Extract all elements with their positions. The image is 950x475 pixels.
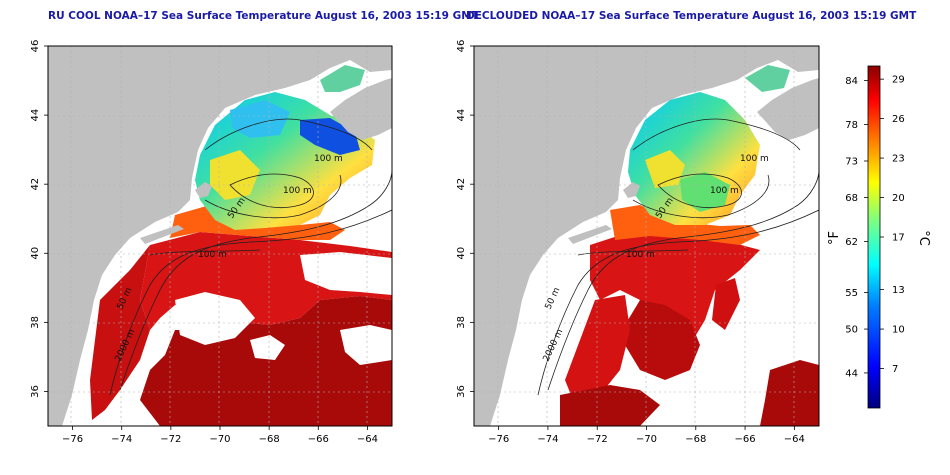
left-lat-tick-label: 38	[30, 316, 41, 329]
right-lon-tick-label: −76	[488, 434, 509, 445]
left-cloud-gap-4	[340, 325, 392, 365]
right-nova-scotia	[757, 78, 819, 140]
right-warm-eddy	[625, 300, 700, 380]
left-cloud-gap-2	[300, 252, 392, 295]
celsius-tick-label: 17	[892, 233, 905, 244]
left-contour-label-1: 100 m	[314, 154, 343, 164]
left-cape-cod	[195, 182, 212, 198]
left-lat-tick-label: 40	[30, 247, 41, 260]
right-land-mass	[474, 46, 819, 426]
left-axes: −76 −74 −72 −70 −68 −66 −64 36 38 40 42 44 46	[30, 40, 378, 445]
right-lon-tick-label: −64	[784, 434, 805, 445]
right-contour-label-2: 100 m	[710, 186, 739, 196]
left-lon-tick-label: −70	[209, 434, 230, 445]
right-contour-label-1: 100 m	[740, 154, 769, 164]
celsius-label: °C	[916, 230, 931, 246]
celsius-tick-label: 23	[892, 154, 905, 165]
left-contour-label-2: 100 m	[283, 186, 312, 196]
fahrenheit-tick-label: 55	[845, 288, 858, 299]
fahrenheit-tick-label: 84	[845, 76, 858, 87]
left-yellow-patch	[210, 150, 260, 200]
right-lon-tick-label: −70	[636, 434, 657, 445]
right-deep-warm-east	[760, 360, 819, 426]
celsius-tick-label: 20	[892, 193, 905, 204]
right-lat-tick-label: 44	[456, 109, 467, 122]
left-lon-tick-label: −64	[357, 434, 378, 445]
celsius-tick-label: 29	[892, 75, 905, 86]
right-lat-tick-label: 40	[456, 247, 467, 260]
right-warm-strip	[712, 278, 740, 330]
fahrenheit-tick-label: 62	[845, 237, 858, 248]
celsius-tick-label: 10	[892, 325, 905, 336]
left-land-mass	[48, 46, 392, 426]
left-long-island	[140, 225, 184, 244]
left-lat-tick-label: 36	[30, 385, 41, 398]
right-axes: −76 −74 −72 −70 −68 −66 −64 36 38 40 42 44 46	[456, 40, 805, 445]
left-bathymetry-contours	[109, 118, 392, 396]
right-long-island	[568, 225, 612, 244]
right-bay-of-fundy-water	[745, 65, 790, 92]
colorbar: 84 78 73 68 62 55 50 44 29 26 23 20 17 13 10 7 °F °C	[827, 65, 931, 409]
right-lon-tick-label: −72	[587, 434, 608, 445]
right-graticule	[474, 46, 819, 426]
colorbar-celsius-ticks: 29 26 23 20 17 13 10 7	[880, 75, 905, 375]
fahrenheit-tick-label: 73	[845, 157, 858, 168]
right-lon-tick-label: −74	[537, 434, 558, 445]
left-lon-tick-label: −66	[308, 434, 329, 445]
left-lat-tick-label: 44	[30, 109, 41, 122]
right-map-panel: 100 m 100 m 50 m 100 m 50 m 2000 m −76 −7…	[456, 40, 820, 445]
left-cloud-gap-1	[175, 292, 255, 345]
left-lon-tick-label: −72	[160, 434, 181, 445]
right-contour-label-4: 100 m	[626, 250, 655, 260]
right-lon-tick-label: −66	[735, 434, 756, 445]
left-contour-label-4: 100 m	[198, 250, 227, 260]
right-green-core	[680, 172, 730, 212]
right-bathymetry-contours	[537, 118, 819, 396]
left-panel-title: RU COOL NOAA–17 Sea Surface Temperature …	[48, 10, 479, 22]
celsius-tick-label: 13	[892, 285, 905, 296]
right-panel-title: DECLOUDED NOAA–17 Sea Surface Temperatur…	[466, 10, 917, 22]
left-map-panel: 100 m 100 m 50 m 100 m 50 m 2000 m −76 −7…	[30, 40, 393, 445]
left-lat-tick-label: 46	[30, 40, 41, 53]
fahrenheit-label: °F	[827, 231, 842, 245]
left-lon-tick-label: −76	[62, 434, 83, 445]
right-lat-tick-label: 38	[456, 316, 467, 329]
right-lat-tick-label: 42	[456, 178, 467, 191]
celsius-tick-label: 26	[892, 114, 905, 125]
left-cyan-patch	[230, 100, 290, 138]
left-deep-warm-water	[140, 296, 392, 426]
fahrenheit-tick-label: 68	[845, 193, 858, 204]
right-shelf-warm	[565, 295, 630, 405]
fahrenheit-tick-label: 78	[845, 120, 858, 131]
left-nova-scotia	[330, 78, 392, 140]
left-cloud-gap-3	[250, 335, 285, 360]
right-lat-tick-label: 46	[456, 40, 467, 53]
right-lon-tick-label: −68	[685, 434, 706, 445]
colorbar-fahrenheit-ticks: 84 78 73 68 62 55 50 44	[845, 76, 868, 379]
fahrenheit-tick-label: 44	[845, 368, 858, 379]
left-bay-of-fundy-water	[320, 65, 365, 92]
left-lat-tick-label: 42	[30, 178, 41, 191]
left-graticule	[48, 46, 392, 426]
left-lon-tick-label: −68	[259, 434, 280, 445]
colorbar-gradient	[867, 65, 881, 409]
fahrenheit-tick-label: 50	[845, 325, 858, 336]
right-lat-tick-label: 36	[456, 385, 467, 398]
right-cape-cod	[623, 182, 640, 198]
right-warm-water	[590, 232, 760, 345]
celsius-tick-label: 7	[892, 364, 898, 375]
right-deep-warm-south	[560, 385, 660, 426]
left-nearshore-warm	[90, 245, 150, 420]
left-lon-tick-label: −74	[111, 434, 132, 445]
